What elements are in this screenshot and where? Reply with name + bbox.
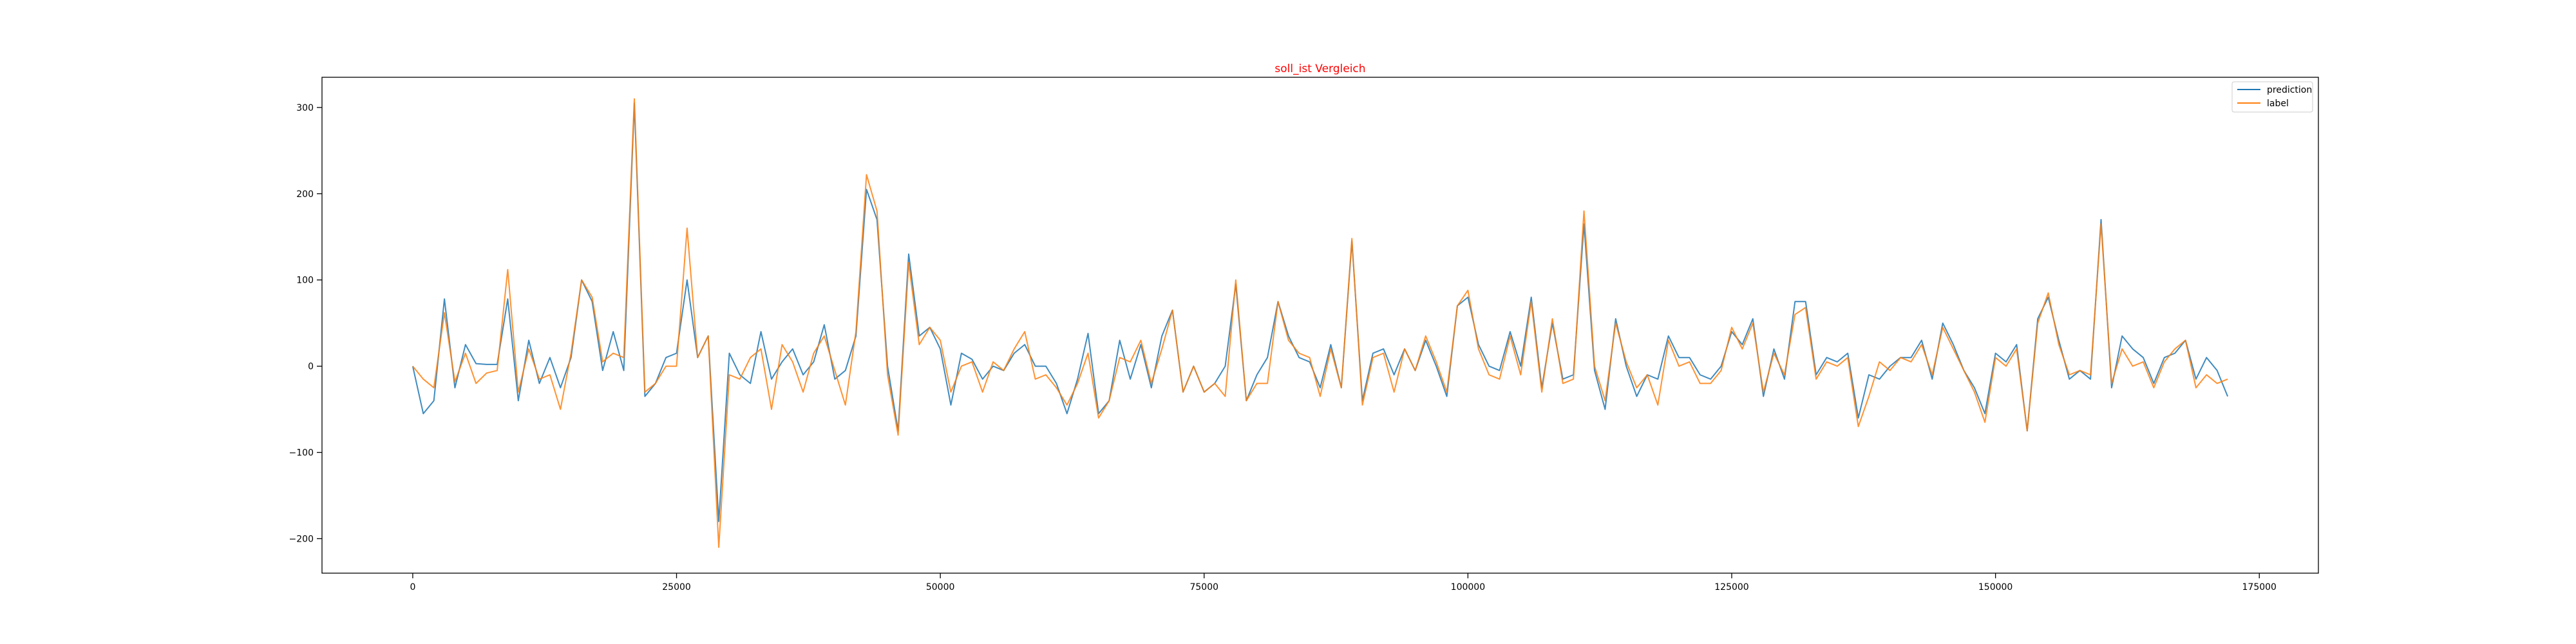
y-tick-label: −100 (289, 448, 314, 459)
x-tick-label: 175000 (2242, 582, 2277, 592)
legend-label-prediction: prediction (2267, 85, 2312, 95)
x-tick-label: 125000 (1714, 582, 1748, 592)
series-line-label (412, 98, 2228, 548)
x-tick-label: 0 (410, 582, 415, 592)
y-tick-label: −200 (289, 534, 314, 544)
y-axis: −200 −100 0 100 200 300 (289, 103, 322, 544)
axes-frame (321, 77, 2319, 574)
x-tick-label: 100000 (1451, 582, 1485, 592)
y-tick-label: 300 (296, 103, 314, 113)
y-tick-label: 200 (296, 189, 314, 200)
x-tick-label: 50000 (926, 582, 955, 592)
chart-title: soll_ist Vergleich (1274, 62, 1365, 75)
legend-label-label: label (2267, 99, 2289, 109)
x-tick-label: 75000 (1189, 582, 1218, 592)
y-tick-label: 100 (296, 276, 314, 286)
x-axis: 0 25000 50000 75000 100000 125000 150000 175000 (410, 573, 2277, 592)
x-tick-label: 150000 (1978, 582, 2012, 592)
legend: prediction label (2231, 81, 2313, 113)
x-tick-label: 25000 (662, 582, 691, 592)
plot-area (412, 98, 2229, 548)
y-tick-label: 0 (308, 362, 314, 372)
